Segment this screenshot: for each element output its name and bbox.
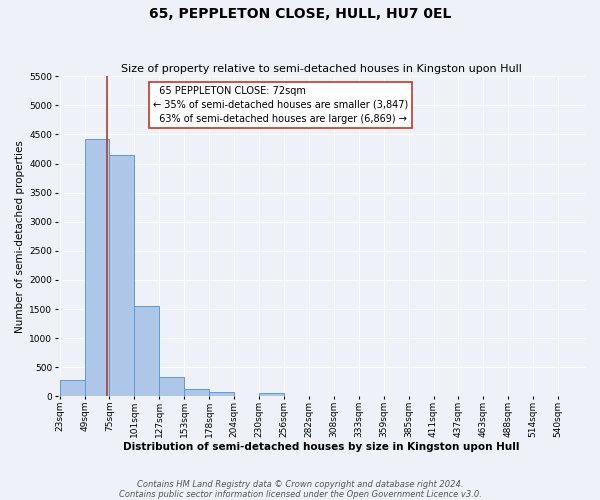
Text: 65, PEPPLETON CLOSE, HULL, HU7 0EL: 65, PEPPLETON CLOSE, HULL, HU7 0EL (149, 8, 451, 22)
X-axis label: Distribution of semi-detached houses by size in Kingston upon Hull: Distribution of semi-detached houses by … (123, 442, 520, 452)
Bar (134, 306, 160, 396)
Bar (59, 380, 85, 396)
Bar (109, 155, 134, 396)
Text: 65 PEPPLETON CLOSE: 72sqm
← 35% of semi-detached houses are smaller (3,847)
  63: 65 PEPPLETON CLOSE: 72sqm ← 35% of semi-… (152, 86, 408, 124)
Bar (259, 393, 284, 396)
Y-axis label: Number of semi-detached properties: Number of semi-detached properties (15, 140, 25, 332)
Text: Contains HM Land Registry data © Crown copyright and database right 2024.
Contai: Contains HM Land Registry data © Crown c… (119, 480, 481, 499)
Bar (184, 390, 209, 396)
Title: Size of property relative to semi-detached houses in Kingston upon Hull: Size of property relative to semi-detach… (121, 64, 522, 74)
Bar (209, 392, 234, 396)
Bar (160, 377, 184, 396)
Bar (85, 139, 109, 396)
